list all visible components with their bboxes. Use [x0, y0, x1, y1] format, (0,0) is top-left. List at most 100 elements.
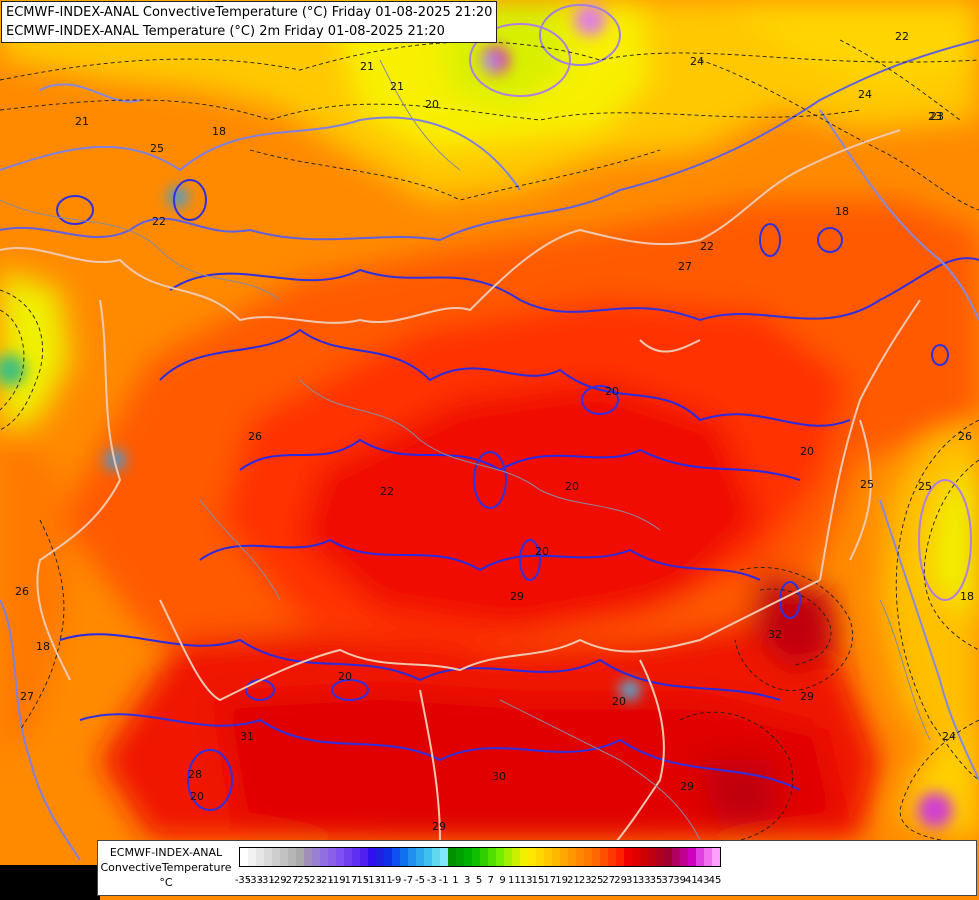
- contour-label: 21: [390, 80, 404, 93]
- legend-swatch: [608, 848, 616, 866]
- contour-label: 24: [942, 730, 956, 743]
- contour-label: 20: [605, 385, 619, 398]
- legend-swatch: [472, 848, 480, 866]
- legend-tick-label: -13: [364, 875, 381, 886]
- legend-swatch: [456, 848, 464, 866]
- contour-label: 21: [360, 60, 374, 73]
- contour-label: 27: [678, 260, 692, 273]
- contour-label: 20: [565, 480, 579, 493]
- legend-swatch: [424, 848, 432, 866]
- contour-label: 22: [895, 30, 909, 43]
- contour-label: 22: [152, 215, 166, 228]
- legend-swatch: [320, 848, 328, 866]
- contour-label: 29: [680, 780, 694, 793]
- legend-swatch: [576, 848, 584, 866]
- legend-swatch: [256, 848, 264, 866]
- river-lines: [0, 59, 931, 841]
- legend-swatch: [280, 848, 288, 866]
- contour-label: 18: [960, 590, 974, 603]
- contour-label: 25: [150, 142, 164, 155]
- legend-tick-label: -7: [403, 875, 414, 886]
- legend-tick-label: -9: [391, 875, 402, 886]
- legend-color-bar: [239, 847, 721, 867]
- legend-tick-label: 5: [475, 875, 483, 886]
- contour-label: 25: [918, 480, 932, 493]
- legend-swatch: [664, 848, 672, 866]
- legend-swatch: [400, 848, 408, 866]
- contour-label: 31: [240, 730, 254, 743]
- contour-label: 29: [510, 590, 524, 603]
- legend-swatch: [408, 848, 416, 866]
- contour-label: 20: [612, 695, 626, 708]
- legend-tick-label: -15: [352, 875, 370, 886]
- legend-swatch: [352, 848, 360, 866]
- temperature-2m-contours: [0, 4, 979, 861]
- contour-label: 20: [190, 790, 204, 803]
- legend-tick-label: 1: [452, 875, 459, 886]
- legend-tick-label: -33: [246, 875, 263, 886]
- legend-swatch: [344, 848, 352, 866]
- legend-tick-label: 45: [708, 875, 722, 886]
- legend-swatch: [704, 848, 712, 866]
- legend-tick-label: -25: [293, 875, 311, 886]
- legend-tick-label: -19: [329, 875, 346, 886]
- contour-label: 21: [75, 115, 89, 128]
- legend-tick-label: -31: [258, 875, 275, 886]
- contour-label: 18: [212, 125, 226, 138]
- legend-swatch: [672, 848, 680, 866]
- legend-tick-label: 35: [649, 875, 663, 886]
- legend-tick-label: -35: [234, 875, 252, 886]
- legend-swatch: [592, 848, 600, 866]
- legend-tick-label: 23: [578, 875, 592, 886]
- legend-swatch: [520, 848, 528, 866]
- legend-swatch: [464, 848, 472, 866]
- color-legend: ECMWF-INDEX-ANAL ConvectiveTemperature °…: [97, 840, 977, 896]
- legend-tick-label: -5: [415, 875, 425, 886]
- legend-tick-label: 17: [543, 875, 557, 886]
- legend-tick-label: 33: [637, 875, 651, 886]
- legend-swatch: [384, 848, 392, 866]
- legend-title-unit: °C: [159, 876, 173, 889]
- contour-label: 26: [958, 430, 972, 443]
- legend-swatch: [488, 848, 496, 866]
- legend-tick-label: 43: [696, 875, 710, 886]
- legend-swatch: [440, 848, 448, 866]
- legend-tick-label: 41: [685, 875, 698, 886]
- legend-swatch: [648, 848, 656, 866]
- contour-label: 24: [690, 55, 704, 68]
- contour-label: 20: [425, 98, 439, 111]
- legend-swatch: [512, 848, 520, 866]
- legend-swatch: [480, 848, 488, 866]
- legend-tick-label: 11: [508, 875, 521, 886]
- legend-tick-label: -29: [270, 875, 287, 886]
- contour-label: 26: [248, 430, 262, 443]
- legend-tick-label: 29: [614, 875, 627, 886]
- legend-swatch: [360, 848, 368, 866]
- contour-labels: 21 25 18 20 21 24 22 23 24 21 18 27 22 26 20 20 20 20 22 26…: [15, 30, 974, 833]
- legend-swatch: [240, 848, 248, 866]
- contour-label: 20: [800, 445, 814, 458]
- legend-swatch: [600, 848, 608, 866]
- legend-swatch: [528, 848, 536, 866]
- legend-swatch: [624, 848, 632, 866]
- legend-swatch: [544, 848, 552, 866]
- legend-swatch: [616, 848, 624, 866]
- legend-tick-label: 37: [661, 875, 675, 886]
- legend-swatch: [632, 848, 640, 866]
- legend-tick-label: -21: [317, 875, 334, 886]
- contour-label: 20: [535, 545, 549, 558]
- legend-swatch: [688, 848, 696, 866]
- legend-tick-label: 31: [626, 875, 639, 886]
- legend-swatch: [712, 848, 720, 866]
- legend-tick-label: 21: [567, 875, 580, 886]
- contour-label: 18: [835, 205, 849, 218]
- map-title-box: ECMWF-INDEX-ANAL ConvectiveTemperature (…: [1, 1, 498, 43]
- legend-tick-label: -3: [426, 875, 437, 886]
- legend-swatch: [328, 848, 336, 866]
- legend-swatch: [656, 848, 664, 866]
- legend-tick-label: -17: [341, 875, 358, 886]
- contour-label: 28: [188, 768, 202, 781]
- legend-tick-label: -1: [438, 875, 449, 886]
- legend-tick-label: 19: [555, 875, 568, 886]
